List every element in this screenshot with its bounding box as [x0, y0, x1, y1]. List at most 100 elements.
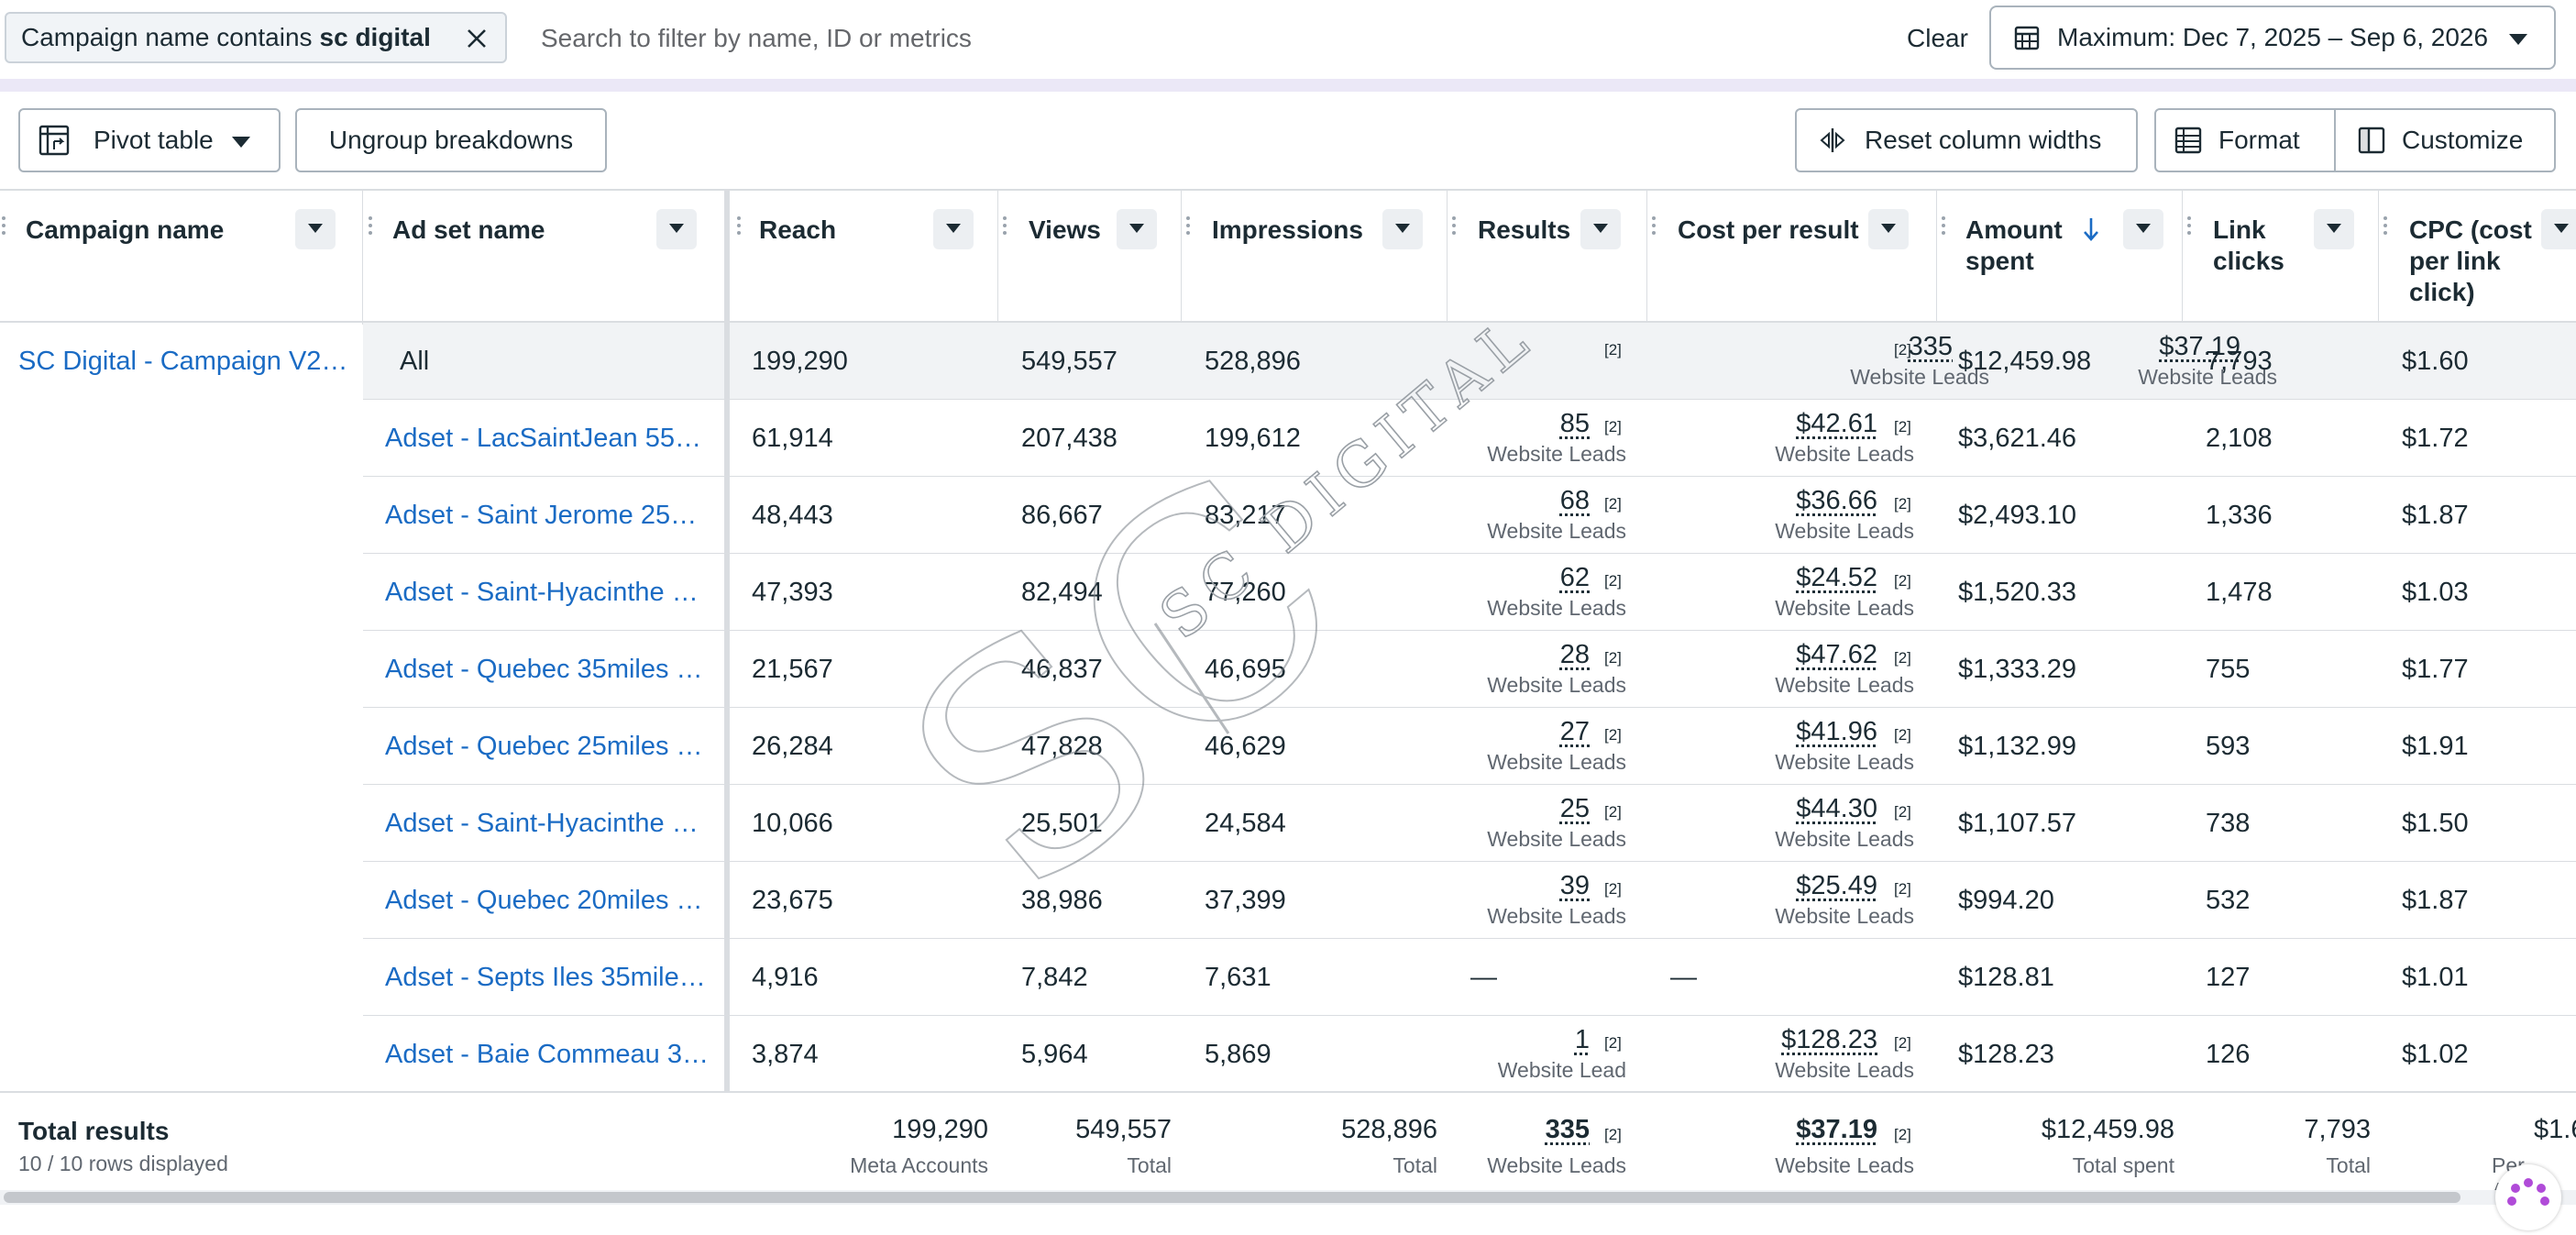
ad-set-name-link[interactable]: Adset - Baie Commeau 3… [385, 1040, 709, 1070]
reset-column-widths-button[interactable]: Reset column widths [1795, 108, 2138, 172]
column-menu-button[interactable] [1868, 209, 1909, 249]
results-type: Website Lead [1498, 1058, 1626, 1083]
column-header-views[interactable]: Views [997, 191, 1181, 323]
cost-per-result-value[interactable]: $44.30 [1796, 794, 1877, 824]
column-header-impressions[interactable]: Impressions [1181, 191, 1447, 323]
ungroup-breakdowns-button[interactable]: Ungroup breakdowns [295, 108, 607, 172]
cost-per-result-type: Website Leads [1775, 596, 1914, 621]
column-menu-button[interactable] [2314, 209, 2354, 249]
totals-row: Total results 10 / 10 rows displayed 199… [0, 1091, 2576, 1190]
results-type: Website Leads [1487, 673, 1626, 698]
close-icon[interactable] [463, 25, 490, 52]
column-grip-icon[interactable] [2, 216, 6, 242]
horizontal-scrollbar-thumb[interactable] [4, 1192, 2460, 1203]
column-grip-icon[interactable] [2383, 216, 2387, 242]
frozen-column-divider[interactable] [724, 189, 730, 1190]
column-header-cpc[interactable]: CPC (cost per link click) [2378, 191, 2576, 323]
sparkle-icon [2495, 1164, 2561, 1230]
amount-spent-value: $1,333.29 [1958, 655, 2076, 685]
results-value[interactable]: 27 [1560, 717, 1590, 747]
clear-button[interactable]: Clear [1907, 24, 1968, 53]
results-value[interactable]: 68 [1560, 486, 1590, 516]
cost-per-result-value[interactable]: $24.52 [1796, 563, 1877, 593]
column-menu-button[interactable] [295, 209, 336, 249]
sort-descending-icon[interactable] [2083, 216, 2099, 242]
date-range-button[interactable]: Maximum: Dec 7, 2025 – Sep 6, 2026 [1989, 6, 2556, 70]
views-value: 5,964 [1021, 1040, 1088, 1070]
column-grip-icon[interactable] [2187, 216, 2191, 242]
reach-value: 21,567 [752, 655, 833, 685]
ad-set-name-link[interactable]: Adset - Saint-Hyacinthe … [385, 578, 699, 608]
column-grip-icon[interactable] [1003, 216, 1007, 242]
column-grip-icon[interactable] [737, 216, 741, 242]
total-results-ref: [2] [1604, 1126, 1622, 1144]
results-value[interactable]: 25 [1560, 794, 1590, 824]
table-row: SC Digital - Campaign V2… All 199,290 549,5… [363, 323, 2576, 400]
filter-chip[interactable]: Campaign name contains sc digital [5, 12, 507, 63]
column-grip-icon[interactable] [1652, 216, 1656, 242]
column-menu-button[interactable] [1382, 209, 1423, 249]
column-header-ad-set-name[interactable]: Ad set name [363, 191, 724, 323]
customize-button[interactable]: Customize [2336, 110, 2556, 171]
cost-per-result-value[interactable]: $25.49 [1796, 871, 1877, 901]
column-header-results[interactable]: Results [1447, 191, 1646, 323]
data-table: Campaign name Ad set name Reach Views Im… [0, 189, 2576, 1201]
results-ref: [2] [1604, 1034, 1622, 1053]
total-results[interactable]: 335 [1546, 1115, 1590, 1145]
cpr-ref: [2] [1894, 341, 1911, 359]
cost-per-result-value[interactable]: $42.61 [1796, 409, 1877, 439]
column-menu-button[interactable] [656, 209, 697, 249]
reach-value: 61,914 [752, 424, 833, 454]
help-assistant-icon[interactable] [2495, 1164, 2561, 1230]
ad-set-name-link[interactable]: Adset - Saint-Hyacinthe … [385, 809, 699, 839]
table-header: Campaign name Ad set name Reach Views Im… [0, 189, 2576, 323]
column-menu-button[interactable] [1580, 209, 1621, 249]
cost-per-result-value[interactable]: $36.66 [1796, 486, 1877, 516]
ad-set-name-link[interactable]: Adset - LacSaintJean 55… [385, 424, 701, 454]
views-value: 207,438 [1021, 424, 1117, 454]
results-value[interactable]: 28 [1560, 640, 1590, 670]
column-header-campaign-name[interactable]: Campaign name [0, 191, 363, 323]
pivot-table-button[interactable]: Pivot table [18, 108, 281, 172]
column-grip-icon[interactable] [1942, 216, 1945, 242]
ad-set-name-link[interactable]: Adset - Saint Jerome 25… [385, 501, 697, 531]
results-ref: [2] [1604, 495, 1622, 513]
column-menu-button[interactable] [2123, 209, 2163, 249]
amount-spent-value: $994.20 [1958, 886, 2054, 916]
column-header-link-clicks[interactable]: Link clicks [2182, 191, 2378, 323]
column-header-cost-per-result[interactable]: Cost per result [1646, 191, 1936, 323]
total-reach-label: Meta Accounts [850, 1153, 988, 1178]
results-type: Website Leads [1487, 750, 1626, 775]
customize-columns-icon [2358, 127, 2385, 154]
search-input[interactable] [539, 17, 1822, 61]
column-header-reach[interactable]: Reach [730, 191, 997, 323]
ad-set-name-link[interactable]: Adset - Septs Iles 35mile… [385, 963, 706, 993]
ad-set-name-link[interactable]: Adset - Quebec 35miles … [385, 655, 703, 685]
results-value[interactable]: 39 [1560, 871, 1590, 901]
column-header-amount-spent[interactable]: Amount spent [1936, 191, 2182, 323]
column-header-label: Results [1478, 215, 1570, 246]
cost-per-result-value[interactable]: $128.23 [1781, 1025, 1877, 1055]
results-value[interactable]: 335 [1909, 332, 1953, 362]
table-row: Adset - Quebec 25miles … 26,284 47,828 46,6… [0, 708, 2576, 785]
cost-per-result-value[interactable]: $41.96 [1796, 717, 1877, 747]
column-menu-button[interactable] [1117, 209, 1157, 249]
cpc-value: $1.91 [2402, 732, 2469, 762]
column-grip-icon[interactable] [1452, 216, 1456, 242]
ad-set-name-link[interactable]: Adset - Quebec 20miles … [385, 886, 703, 916]
total-cost-per-result[interactable]: $37.19 [1796, 1115, 1877, 1145]
ad-set-name-link[interactable]: Adset - Quebec 25miles … [385, 732, 703, 762]
results-value[interactable]: 85 [1560, 409, 1590, 439]
campaign-name-link[interactable]: SC Digital - Campaign V2… [18, 347, 347, 377]
cost-per-result-type: Website Leads [1775, 904, 1914, 929]
link-clicks-value: 755 [2206, 655, 2250, 685]
column-menu-button[interactable] [933, 209, 974, 249]
column-menu-button[interactable] [2541, 209, 2576, 249]
results-value[interactable]: 62 [1560, 563, 1590, 593]
results-value[interactable]: 1 [1575, 1025, 1590, 1055]
column-grip-icon[interactable] [369, 216, 372, 242]
format-button[interactable]: Format [2156, 110, 2336, 171]
total-views: 549,557 [1075, 1115, 1172, 1145]
column-grip-icon[interactable] [1186, 216, 1190, 242]
cost-per-result-value[interactable]: $47.62 [1796, 640, 1877, 670]
